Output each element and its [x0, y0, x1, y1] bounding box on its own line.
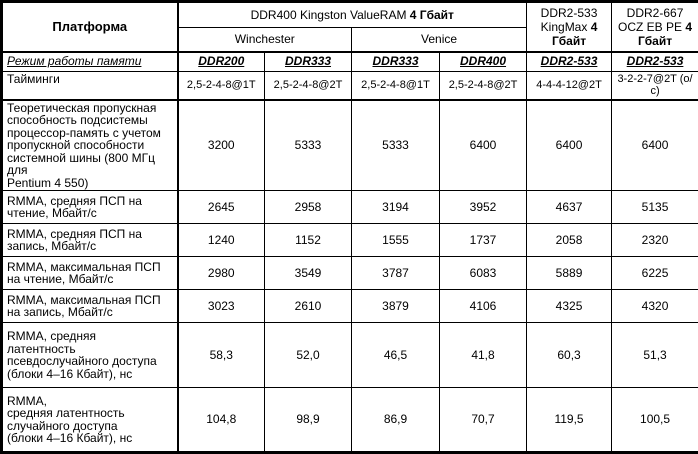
value-cell: 4320 — [612, 290, 698, 323]
value-cell: 1152 — [265, 224, 352, 257]
value-cell: DDR200 — [178, 52, 265, 72]
value-cell: 51,3 — [612, 323, 698, 388]
table-row-max-write-bandwidth: RMMA, максимальная ПСП на запись, Мбайт/… — [2, 290, 698, 323]
value-cell: DDR2-533 — [612, 52, 698, 72]
value-cell: 2610 — [265, 290, 352, 323]
kingmax-label: DDR2-533 KingMax — [541, 6, 598, 34]
value-cell: 3549 — [265, 257, 352, 290]
value-cell: 2,5-2-4-8@1T — [352, 72, 440, 100]
value-cell: 2,5-2-4-8@1T — [178, 72, 265, 100]
venice-header: Venice — [352, 28, 527, 52]
value-cell: 6083 — [440, 257, 527, 290]
value-cell: 6225 — [612, 257, 698, 290]
value-cell: 2,5-2-4-8@2T — [265, 72, 352, 100]
memory-mode-row: Режим работы памяти DDR200 DDR333 DDR333… — [2, 52, 698, 72]
value-cell: 4637 — [527, 191, 612, 224]
ddr400-group-size: 4 Гбайт — [410, 8, 454, 22]
winchester-header: Winchester — [178, 28, 352, 52]
row-label-timings: Тайминги — [2, 72, 178, 100]
table-row-avg-write-bandwidth: RMMA, средняя ПСП на запись, Мбайт/с 124… — [2, 224, 698, 257]
kingmax-header: DDR2-533 KingMax 4 Гбайт — [527, 2, 612, 52]
value-cell: 2645 — [178, 191, 265, 224]
value-cell: 4325 — [527, 290, 612, 323]
value-cell: 5889 — [527, 257, 612, 290]
value-cell: 3787 — [352, 257, 440, 290]
value-cell: 3879 — [352, 290, 440, 323]
value-cell: 98,9 — [265, 388, 352, 453]
table-row-max-read-bandwidth: RMMA, максимальная ПСП на чтение, Мбайт/… — [2, 257, 698, 290]
table-row-random-latency: RMMA, средняя латентность случайного дос… — [2, 388, 698, 453]
row-label: RMMA, максимальная ПСП на чтение, Мбайт/… — [2, 257, 178, 290]
value-cell: 2980 — [178, 257, 265, 290]
value-cell: 2320 — [612, 224, 698, 257]
value-cell: 1555 — [352, 224, 440, 257]
value-cell: 5135 — [612, 191, 698, 224]
value-cell: 46,5 — [352, 323, 440, 388]
value-cell: 6400 — [527, 100, 612, 191]
row-label: RMMA, средняя ПСП на запись, Мбайт/с — [2, 224, 178, 257]
value-cell: 58,3 — [178, 323, 265, 388]
value-cell: 3952 — [440, 191, 527, 224]
value-cell: 3023 — [178, 290, 265, 323]
platform-header: Платформа — [2, 2, 178, 52]
value-cell: 2,5-2-4-8@2T — [440, 72, 527, 100]
value-cell: 119,5 — [527, 388, 612, 453]
row-label: RMMA, средняя латентность псевдослучайно… — [2, 323, 178, 388]
table-row-pseudorandom-latency: RMMA, средняя латентность псевдослучайно… — [2, 323, 698, 388]
timings-row: Тайминги 2,5-2-4-8@1T 2,5-2-4-8@2T 2,5-2… — [2, 72, 698, 100]
value-cell: 100,5 — [612, 388, 698, 453]
value-cell: 4106 — [440, 290, 527, 323]
value-cell: 6400 — [612, 100, 698, 191]
value-cell: 1737 — [440, 224, 527, 257]
ddr400-group-header: DDR400 Kingston ValueRAM 4 Гбайт — [178, 2, 527, 28]
value-cell: 104,8 — [178, 388, 265, 453]
value-cell: 4-4-4-12@2T — [527, 72, 612, 100]
value-cell: DDR400 — [440, 52, 527, 72]
value-cell: DDR333 — [352, 52, 440, 72]
value-cell: DDR2-533 — [527, 52, 612, 72]
value-cell: 1240 — [178, 224, 265, 257]
value-cell: 2958 — [265, 191, 352, 224]
value-cell: 70,7 — [440, 388, 527, 453]
value-cell: DDR333 — [265, 52, 352, 72]
value-cell: 41,8 — [440, 323, 527, 388]
row-label: RMMA, средняя ПСП на чтение, Мбайт/с — [2, 191, 178, 224]
row-label: Теоретическая пропускная способность под… — [2, 100, 178, 191]
value-cell: 5333 — [352, 100, 440, 191]
value-cell: 3194 — [352, 191, 440, 224]
table-row-theoretical-bandwidth: Теоретическая пропускная способность под… — [2, 100, 698, 191]
value-cell: 2058 — [527, 224, 612, 257]
value-cell: 3200 — [178, 100, 265, 191]
table-row-avg-read-bandwidth: RMMA, средняя ПСП на чтение, Мбайт/с 264… — [2, 191, 698, 224]
row-label: RMMA, средняя латентность случайного дос… — [2, 388, 178, 453]
ocz-header: DDR2-667 OCZ EB PE 4 Гбайт — [612, 2, 698, 52]
row-label: RMMA, максимальная ПСП на запись, Мбайт/… — [2, 290, 178, 323]
ddr400-group-label: DDR400 Kingston ValueRAM — [251, 8, 410, 22]
value-cell: 6400 — [440, 100, 527, 191]
value-cell: 52,0 — [265, 323, 352, 388]
value-cell: 3-2-2-7@2T (о/с) — [612, 72, 698, 100]
row-label-memory-mode: Режим работы памяти — [2, 52, 178, 72]
value-cell: 5333 — [265, 100, 352, 191]
value-cell: 60,3 — [527, 323, 612, 388]
ocz-label: DDR2-667 OCZ EB PE — [618, 6, 685, 34]
value-cell: 86,9 — [352, 388, 440, 453]
